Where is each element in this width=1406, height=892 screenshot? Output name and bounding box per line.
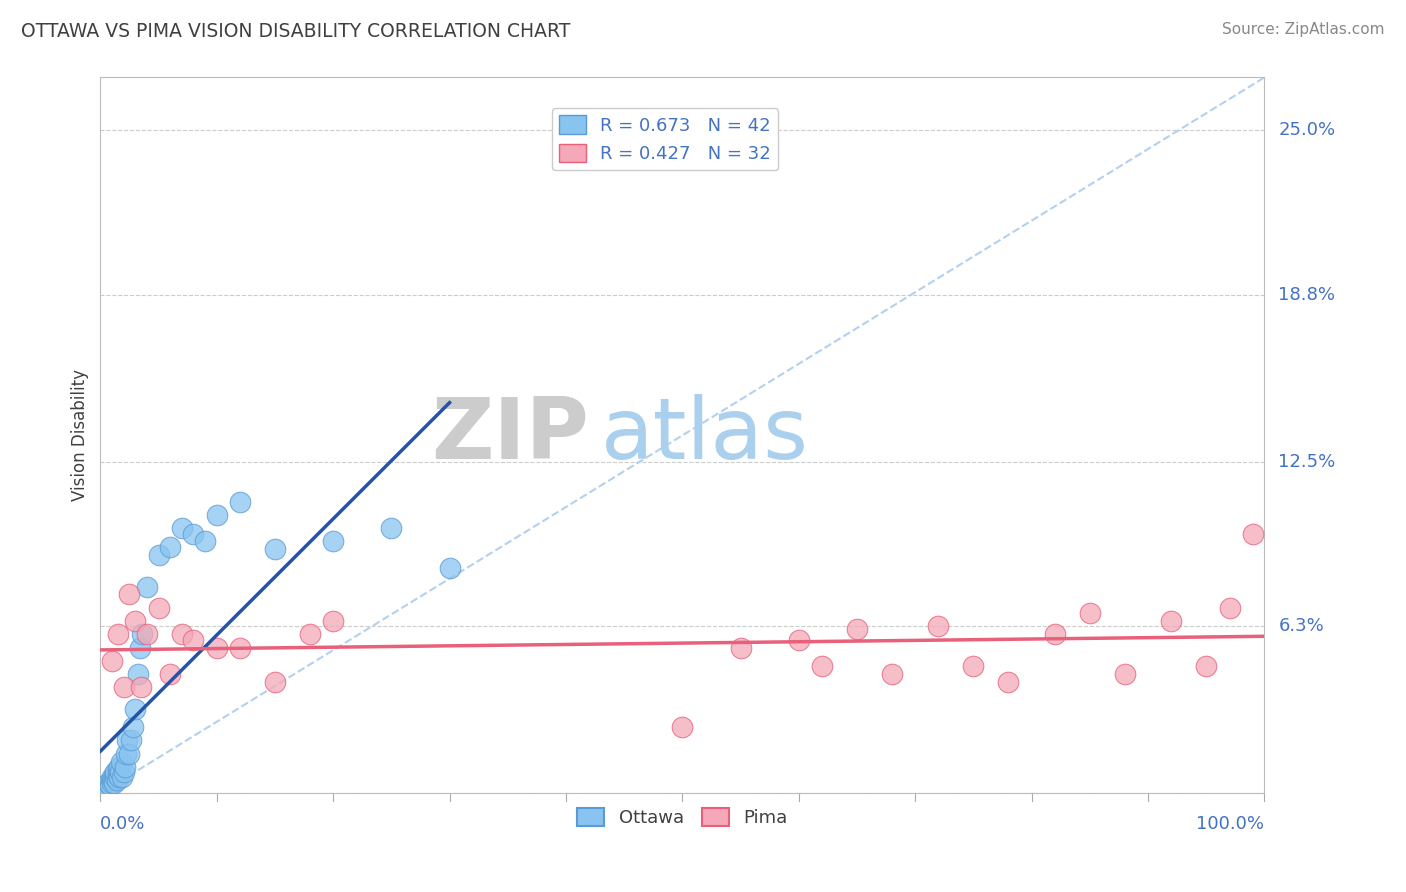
Point [205, 508, 228, 522]
Point [101, 776, 124, 790]
Point [118, 587, 141, 601]
Legend: Ottawa, Pima: Ottawa, Pima [569, 801, 794, 834]
Point [1043, 627, 1066, 641]
Point [124, 614, 146, 628]
Point [264, 542, 287, 557]
Point [264, 675, 287, 690]
Point [322, 534, 344, 549]
Point [101, 773, 124, 788]
Text: 0.0%: 0.0% [100, 814, 146, 833]
Text: 25.0%: 25.0% [1278, 121, 1336, 139]
Point [97, 776, 120, 790]
Point [105, 773, 128, 788]
Point [100, 773, 122, 788]
Point [1195, 659, 1218, 673]
Point [111, 771, 134, 785]
Point [120, 733, 142, 747]
Text: 12.5%: 12.5% [1278, 453, 1336, 471]
Point [671, 720, 693, 734]
Point [103, 768, 125, 782]
Point [108, 760, 131, 774]
Point [103, 776, 125, 790]
Point [439, 561, 461, 575]
Point [170, 521, 193, 535]
Point [380, 521, 402, 535]
Text: atlas: atlas [600, 394, 808, 477]
Point [148, 548, 170, 562]
Point [104, 765, 127, 780]
Point [112, 765, 135, 780]
Point [811, 659, 834, 673]
Point [148, 600, 170, 615]
Text: ZIP: ZIP [432, 394, 589, 477]
Text: 6.3%: 6.3% [1278, 617, 1324, 635]
Point [183, 632, 205, 647]
Point [129, 681, 152, 695]
Point [104, 771, 127, 785]
Point [131, 627, 153, 641]
Point [108, 765, 131, 780]
Point [730, 640, 752, 655]
Point [107, 763, 129, 777]
Point [962, 659, 984, 673]
Point [170, 627, 193, 641]
Point [927, 619, 949, 633]
Point [112, 681, 135, 695]
Point [115, 733, 138, 747]
Point [183, 526, 205, 541]
Point [118, 747, 141, 761]
Point [101, 654, 124, 668]
Point [115, 747, 138, 761]
Point [229, 494, 252, 508]
Point [194, 534, 217, 549]
Text: 100.0%: 100.0% [1197, 814, 1264, 833]
Point [1114, 667, 1136, 681]
Y-axis label: Vision Disability: Vision Disability [72, 369, 89, 501]
Point [880, 667, 903, 681]
Point [322, 614, 344, 628]
Text: 18.8%: 18.8% [1278, 285, 1336, 304]
Point [1160, 614, 1182, 628]
Point [1218, 600, 1240, 615]
Point [129, 640, 152, 655]
Point [124, 701, 146, 715]
Point [298, 627, 321, 641]
Point [96, 778, 118, 792]
Point [135, 627, 157, 641]
Point [787, 632, 810, 647]
Text: Source: ZipAtlas.com: Source: ZipAtlas.com [1222, 22, 1385, 37]
Point [159, 667, 181, 681]
Point [229, 640, 252, 655]
Point [107, 768, 129, 782]
Point [997, 675, 1019, 690]
Point [135, 580, 157, 594]
Text: OTTAWA VS PIMA VISION DISABILITY CORRELATION CHART: OTTAWA VS PIMA VISION DISABILITY CORRELA… [21, 22, 571, 41]
Point [1078, 606, 1101, 620]
Point [101, 771, 124, 785]
Point [122, 720, 145, 734]
Point [114, 760, 136, 774]
Point [1241, 526, 1264, 541]
Point [110, 755, 132, 769]
Point [98, 778, 121, 792]
Point [108, 771, 131, 785]
Point [107, 627, 129, 641]
Point [127, 667, 149, 681]
Point [159, 540, 181, 554]
Point [846, 622, 869, 636]
Point [205, 640, 228, 655]
